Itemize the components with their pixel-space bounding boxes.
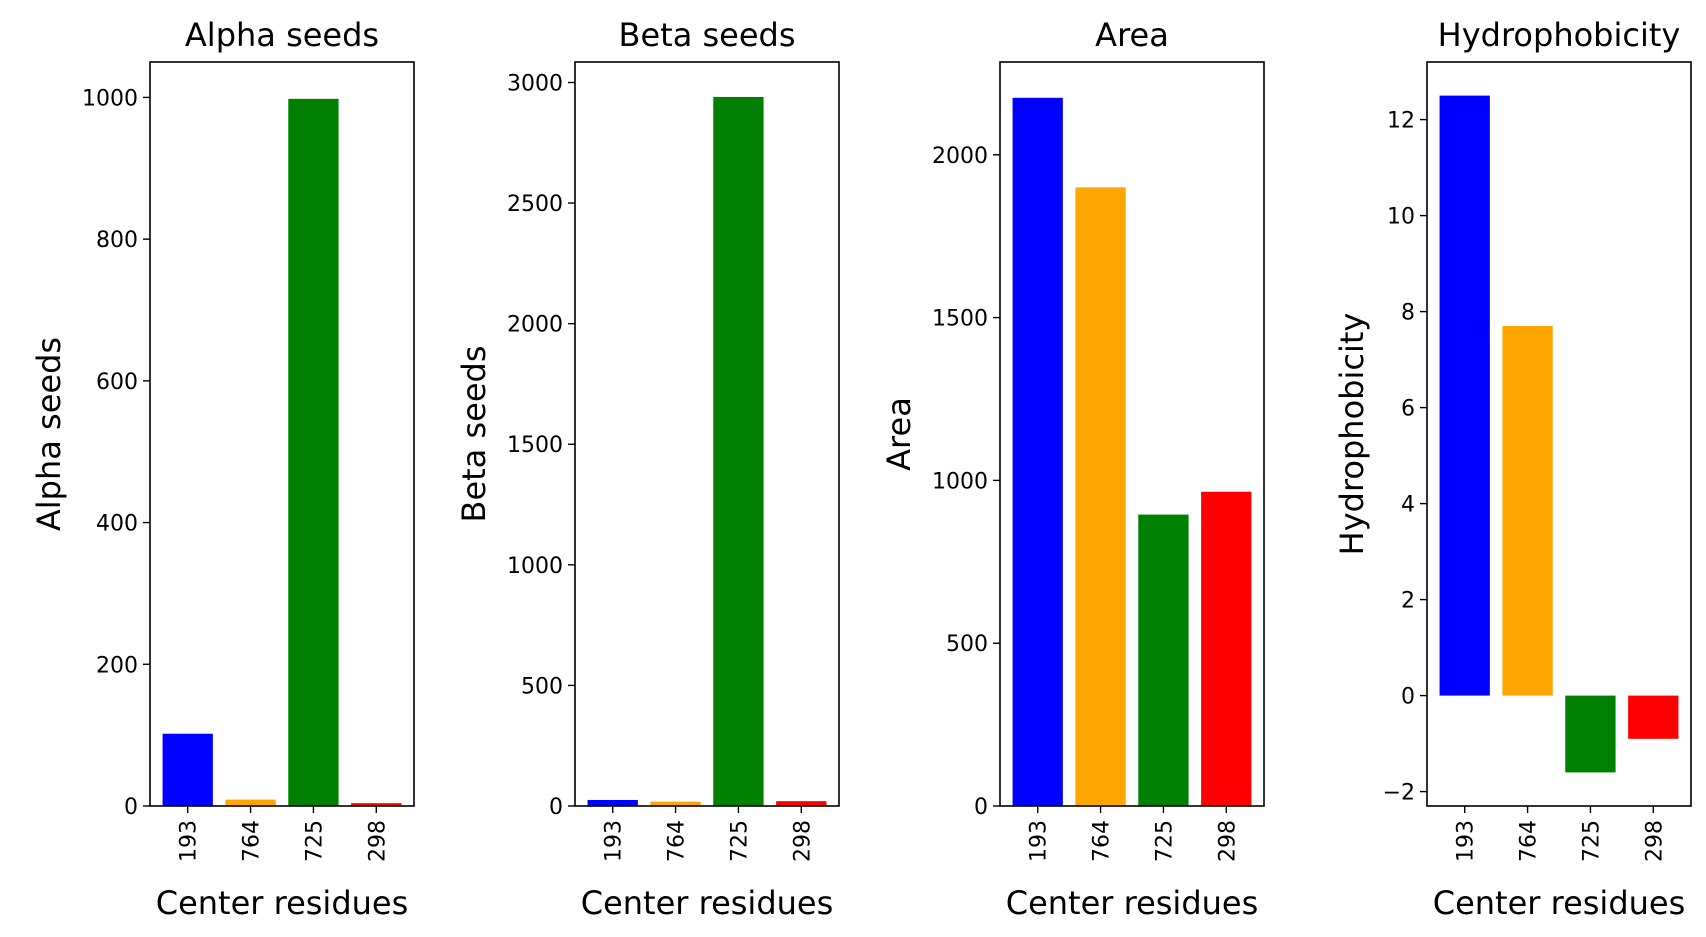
y-tick-label: 3000 bbox=[507, 71, 563, 96]
x-tick-label: 764 bbox=[240, 820, 265, 862]
panel-title: Area bbox=[1095, 16, 1169, 54]
x-tick-label: 725 bbox=[727, 820, 752, 862]
alpha-seeds-panel: 0 200 400 600 800 1000 193 764 725 298 Alpha seeds… bbox=[30, 16, 415, 922]
x-tick-label: 764 bbox=[1090, 820, 1115, 862]
y-tick-label: 1000 bbox=[932, 469, 988, 494]
bar-298 bbox=[1628, 695, 1679, 739]
bar-193 bbox=[1439, 95, 1490, 696]
bar-193 bbox=[1012, 97, 1063, 807]
x-tick-label: 193 bbox=[1027, 820, 1052, 862]
x-tick-label: 298 bbox=[790, 820, 815, 862]
y-tick-label: 500 bbox=[521, 674, 563, 699]
y-tick-label: 2000 bbox=[507, 313, 563, 338]
x-tick-label: 193 bbox=[602, 820, 627, 862]
beta-seeds-panel: 0 500 1000 1500 2000 2500 3000 193 764 725 298 Beta… bbox=[455, 16, 840, 922]
y-tick-label: 200 bbox=[96, 653, 138, 678]
bar-298 bbox=[351, 803, 402, 806]
x-tick-label: 193 bbox=[177, 820, 202, 862]
y-tick-label: 500 bbox=[946, 632, 988, 657]
bar-725 bbox=[1138, 514, 1189, 806]
y-tick-label: 10 bbox=[1387, 205, 1415, 230]
y-tick-label: 800 bbox=[96, 228, 138, 253]
y-tick-label: 1000 bbox=[82, 86, 138, 111]
x-tick-label: 725 bbox=[302, 820, 327, 862]
y-tick-label: 2000 bbox=[932, 144, 988, 169]
y-tick-label: 1500 bbox=[507, 433, 563, 458]
y-tick-label: 8 bbox=[1401, 301, 1415, 326]
plot-frame bbox=[999, 61, 1265, 807]
y-tick-label: 12 bbox=[1387, 109, 1415, 134]
plot-frame bbox=[1426, 61, 1692, 807]
x-axis-label: Center residues bbox=[156, 884, 409, 922]
bar-298 bbox=[1201, 491, 1252, 806]
hydrophobicity-panel: −2 0 2 4 6 8 10 12 193 764 725 298 Hydrophobicity Cen… bbox=[1333, 16, 1692, 922]
y-tick-label: 1500 bbox=[932, 307, 988, 332]
x-tick-label: 298 bbox=[1215, 820, 1240, 862]
x-axis-label: Center residues bbox=[1433, 884, 1686, 922]
y-tick-label: 0 bbox=[124, 795, 138, 820]
bar-764 bbox=[225, 799, 276, 806]
plot-frame bbox=[574, 61, 840, 807]
y-tick-label: 0 bbox=[549, 795, 563, 820]
y-axis-label: Hydrophobicity bbox=[1333, 313, 1371, 556]
x-tick-label: 725 bbox=[1579, 820, 1604, 862]
panel-title: Hydrophobicity bbox=[1438, 16, 1681, 54]
x-axis-label: Center residues bbox=[581, 884, 834, 922]
bar-193 bbox=[162, 733, 213, 806]
y-tick-label: 0 bbox=[1401, 685, 1415, 710]
x-tick-label: 298 bbox=[365, 820, 390, 862]
bar-193 bbox=[587, 799, 638, 806]
area-panel: 0 500 1000 1500 2000 193 764 725 298 Area Center r… bbox=[880, 16, 1265, 922]
y-tick-label: 6 bbox=[1401, 397, 1415, 422]
y-axis-label: Area bbox=[880, 397, 918, 471]
x-tick-label: 764 bbox=[665, 820, 690, 862]
bar-298 bbox=[776, 801, 827, 806]
y-tick-label: 400 bbox=[96, 512, 138, 537]
plot-frame bbox=[149, 61, 415, 807]
y-tick-label: 4 bbox=[1401, 493, 1415, 518]
y-tick-label: 0 bbox=[974, 795, 988, 820]
bar-725 bbox=[713, 96, 764, 806]
x-tick-label: 764 bbox=[1517, 820, 1542, 862]
y-tick-label: 600 bbox=[96, 370, 138, 395]
bar-764 bbox=[650, 801, 701, 806]
bar-725 bbox=[1565, 695, 1616, 773]
y-tick-label: 2500 bbox=[507, 192, 563, 217]
x-tick-label: 193 bbox=[1454, 820, 1479, 862]
x-axis-label: Center residues bbox=[1006, 884, 1259, 922]
x-tick-label: 298 bbox=[1642, 820, 1667, 862]
bar-764 bbox=[1075, 187, 1126, 806]
panel-title: Alpha seeds bbox=[185, 16, 379, 54]
bar-725 bbox=[288, 98, 339, 807]
y-tick-label: 1000 bbox=[507, 554, 563, 579]
y-axis-label: Beta seeds bbox=[455, 346, 493, 523]
y-tick-label: 2 bbox=[1401, 589, 1415, 614]
bar-764 bbox=[1502, 326, 1553, 696]
panel-title: Beta seeds bbox=[619, 16, 796, 54]
y-axis-label: Alpha seeds bbox=[30, 337, 68, 531]
y-tick-label: −2 bbox=[1383, 781, 1415, 806]
x-tick-label: 725 bbox=[1152, 820, 1177, 862]
